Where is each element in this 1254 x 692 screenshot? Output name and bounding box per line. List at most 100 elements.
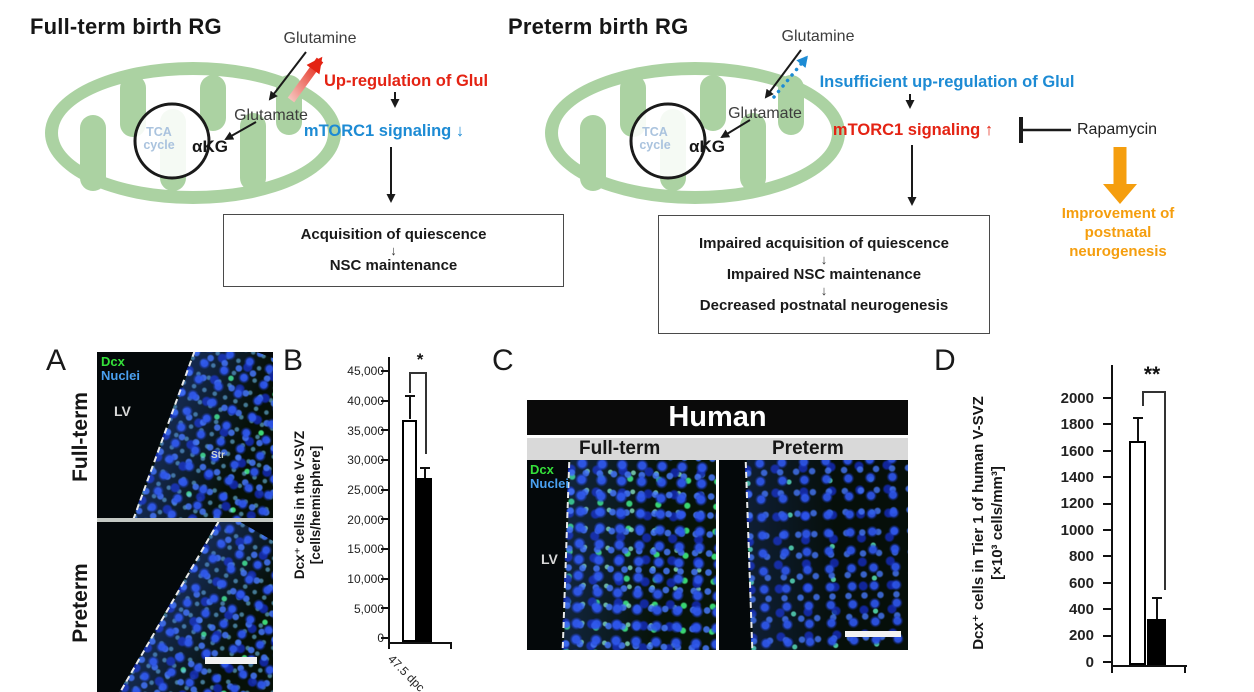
y-tick-mark xyxy=(1103,397,1111,399)
panel-a-divider xyxy=(97,518,273,522)
y-tick-mark xyxy=(381,548,388,550)
panel-a-row-label-full-term: Full-term xyxy=(69,392,92,482)
box-arrow: ↓ xyxy=(820,282,828,298)
lv-annotation: LV xyxy=(541,551,558,567)
akg-label: αKG xyxy=(689,137,725,156)
y-tick-mark xyxy=(381,459,388,461)
panel-b-letter: B xyxy=(283,344,304,377)
significance-bracket xyxy=(1142,391,1165,393)
y-tick-label: 1800 xyxy=(1060,416,1094,434)
y-axis-line xyxy=(1111,365,1113,673)
significance-star: ** xyxy=(1143,363,1161,386)
lv-annotation: LV xyxy=(114,403,131,419)
y-tick-label: 0 xyxy=(1085,653,1094,671)
dcx-stain-label: Dcx xyxy=(101,354,125,369)
panel-c-column-full-term: Full-term xyxy=(579,438,661,459)
y-tick-mark xyxy=(381,518,388,521)
rapamycin-label: Rapamycin xyxy=(1076,121,1158,138)
crista xyxy=(120,75,146,137)
y-tick-label: 2000 xyxy=(1060,389,1094,407)
panel-a-row-label-preterm: Preterm xyxy=(69,563,92,643)
y-tick-label: 45,000 xyxy=(347,364,384,379)
improvement-line2: postnatal neurogenesis xyxy=(1069,224,1167,260)
y-tick-label: 40,000 xyxy=(347,394,384,409)
box-arrow: ↓ xyxy=(390,243,397,258)
y-tick-label: 10,000 xyxy=(347,572,384,587)
x-axis-end-tick xyxy=(450,642,452,649)
mtorc1-label-preterm: mTORC1 signaling ↑ xyxy=(832,121,994,139)
nuclei-stain-label: Nuclei xyxy=(530,476,570,491)
y-tick-label: 35,000 xyxy=(347,423,384,438)
y-tick-mark xyxy=(381,607,388,610)
y-tick-label: 20,000 xyxy=(347,512,384,527)
y-tick-mark xyxy=(381,488,388,491)
panel-c-image-full-term: Dcx Nuclei LV xyxy=(527,460,716,650)
panel-a-image-preterm xyxy=(97,522,273,692)
significance-bracket xyxy=(409,372,411,393)
significance-star: * xyxy=(416,350,424,369)
significance-bracket xyxy=(425,372,427,454)
box-line: Decreased postnatal neurogenesis xyxy=(699,296,949,314)
panel-d-bar-chart: ** 0 200 400 600 800 1000 1200 1400 1600 1800 2000 xyxy=(1030,350,1254,692)
y-tick-label: 800 xyxy=(1068,548,1094,566)
y-tick-label: 15,000 xyxy=(347,542,384,557)
y-tick-label: 0 xyxy=(340,631,384,645)
tca-cycle-label: TCA cycle xyxy=(639,126,670,152)
panel-c-column-preterm: Preterm xyxy=(772,438,844,459)
error-bar xyxy=(423,468,426,479)
crista xyxy=(276,75,302,135)
significance-bracket xyxy=(409,372,426,374)
significance-bracket xyxy=(1142,391,1144,406)
y-tick-mark xyxy=(1103,476,1111,479)
panel-b-bar-chart: * 47.5 dpc 0 5,000 10,000 15,000 20,000 25,00… xyxy=(340,350,515,692)
box-arrow: ↓ xyxy=(820,251,828,267)
y-tick-mark xyxy=(1103,449,1111,452)
tca-line2: cycle xyxy=(143,138,175,152)
panel-c-letter: C xyxy=(492,344,514,377)
x-axis-line xyxy=(1111,665,1187,667)
glutamate-label: Glutamate xyxy=(728,105,802,122)
y-tick-label: 30,000 xyxy=(347,453,384,468)
tca-line2: cycle xyxy=(639,138,671,152)
y-tick-label: 1600 xyxy=(1060,442,1094,460)
y-tick-mark xyxy=(1103,555,1111,558)
dcx-stain-label: Dcx xyxy=(530,462,554,477)
x-axis-end-tick xyxy=(1184,665,1186,673)
y-tick-mark xyxy=(381,577,388,580)
y-axis-title-line1: Dcx⁺ cells in the V-SVZ xyxy=(292,430,307,580)
tissue-region xyxy=(561,460,716,650)
panel-c-image-preterm xyxy=(719,460,908,650)
akg-label: αKG xyxy=(192,137,228,156)
y-tick-mark xyxy=(381,399,388,402)
panel-d-y-axis-title: Dcx⁺ cells in Tier 1 of human V-SVZ [×10… xyxy=(969,355,1009,691)
y-tick-label: 1000 xyxy=(1060,521,1094,539)
improvement-label: Improvement of postnatal neurogenesis xyxy=(1050,204,1186,261)
panel-c-header-text: Human xyxy=(668,401,767,433)
insufficient-upregulation-label: Insufficient up-regulation of Glul xyxy=(819,73,1075,91)
scale-bar xyxy=(205,657,257,664)
mitochondrion-preterm xyxy=(545,62,845,204)
y-tick-mark xyxy=(1103,423,1111,426)
tissue-region xyxy=(110,522,273,692)
bar-full-term xyxy=(1129,440,1146,665)
crista xyxy=(740,113,766,191)
str-annotation: Str xyxy=(211,450,225,461)
y-tick-mark xyxy=(381,637,388,639)
preterm-diagram-title: Preterm birth RG xyxy=(508,14,689,39)
glutamate-label: Glutamate xyxy=(234,107,308,124)
y-axis-line xyxy=(388,357,390,649)
error-bar xyxy=(1136,418,1139,441)
y-tick-mark xyxy=(1103,661,1111,663)
y-tick-mark xyxy=(381,429,388,432)
y-tick-mark xyxy=(1103,529,1111,531)
nuclei-stain-label: Nuclei xyxy=(101,368,141,383)
full-term-outcome-box: Acquisition of quiescence ↓ NSC maintena… xyxy=(223,214,564,287)
box-line: Acquisition of quiescence xyxy=(300,226,487,243)
tissue-region xyxy=(744,460,908,650)
y-tick-mark xyxy=(381,370,388,372)
scale-bar xyxy=(845,631,901,637)
crista xyxy=(580,115,606,191)
bar-preterm xyxy=(417,478,432,642)
panel-c-column-band: Full-term Preterm xyxy=(527,438,908,460)
